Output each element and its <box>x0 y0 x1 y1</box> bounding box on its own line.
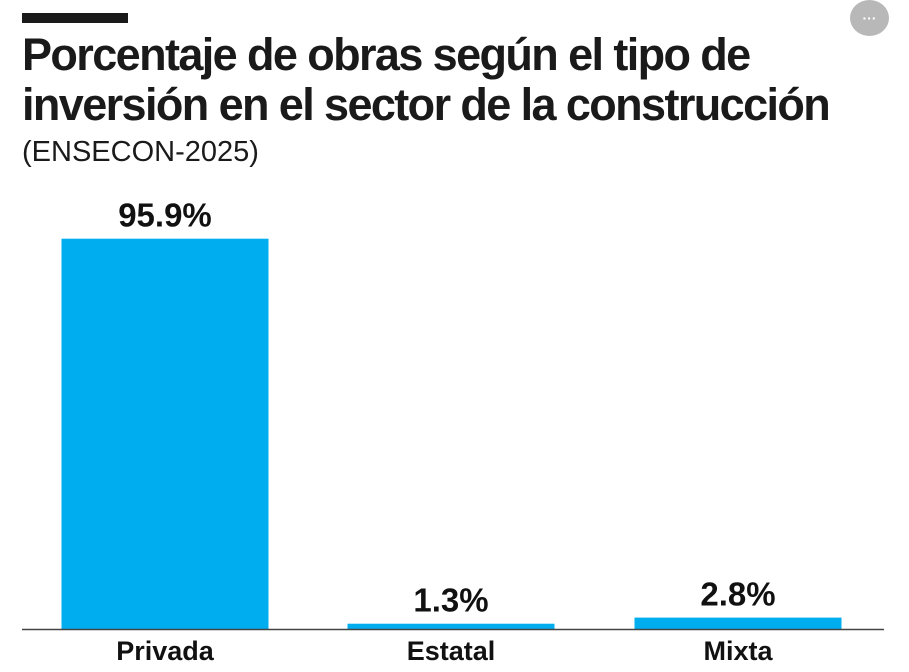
category-label-privada: Privada <box>116 636 215 666</box>
more-horizontal-icon: ··· <box>862 10 877 26</box>
value-label-mixta: 2.8% <box>700 576 775 613</box>
more-options-button[interactable]: ··· <box>850 0 889 36</box>
chart-title: Porcentaje de obras según el tipo de inv… <box>22 29 831 130</box>
bar-privada <box>61 238 269 629</box>
value-label-estatal: 1.3% <box>413 582 488 619</box>
header-accent-bar <box>22 13 128 23</box>
bars-group <box>61 238 842 629</box>
chart-subtitle: (ENSECON-2025) <box>22 136 259 168</box>
category-label-estatal: Estatal <box>407 636 496 666</box>
labels-group: 95.9% Privada 1.3% Estatal 2.8% Mixta <box>116 197 775 666</box>
bar-estatal <box>347 623 555 629</box>
value-label-privada: 95.9% <box>118 197 212 234</box>
category-label-mixta: Mixta <box>703 636 773 666</box>
bar-mixta <box>634 617 842 629</box>
